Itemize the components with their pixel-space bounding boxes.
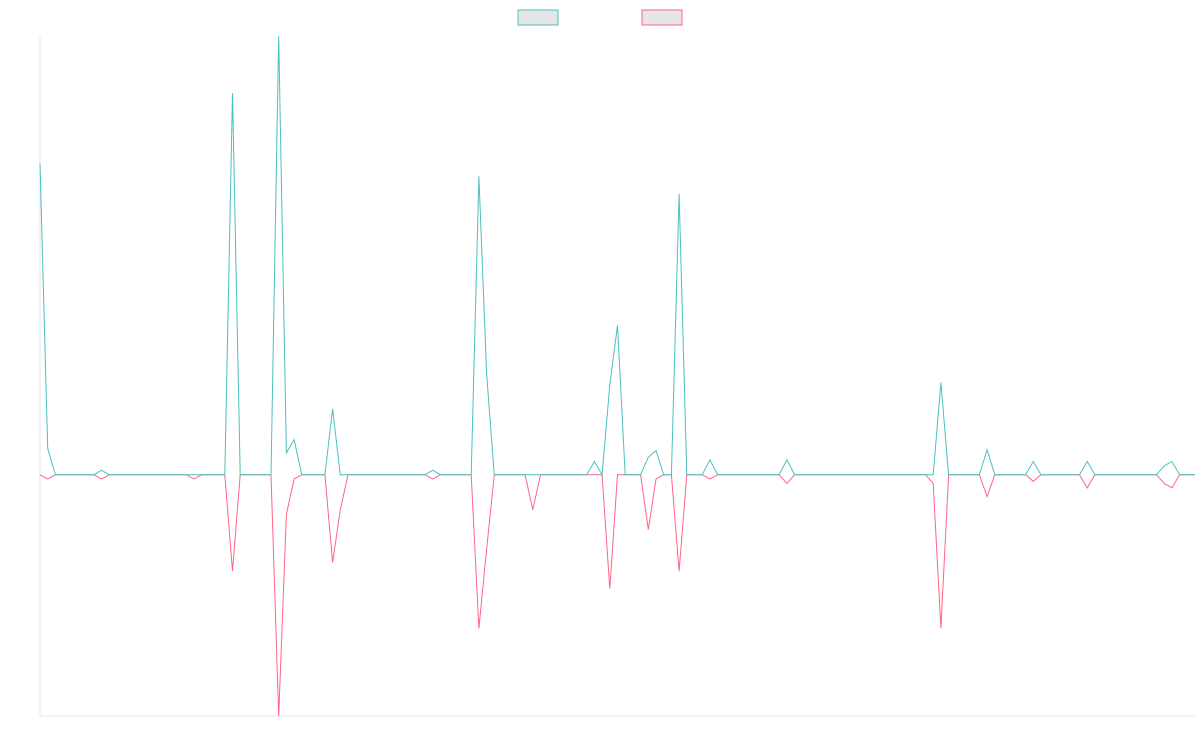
line-series: [39, 35, 1195, 477]
line-series: [39, 474, 1195, 717]
legend-swatch: [641, 9, 683, 26]
legend-swatch: [517, 9, 559, 26]
